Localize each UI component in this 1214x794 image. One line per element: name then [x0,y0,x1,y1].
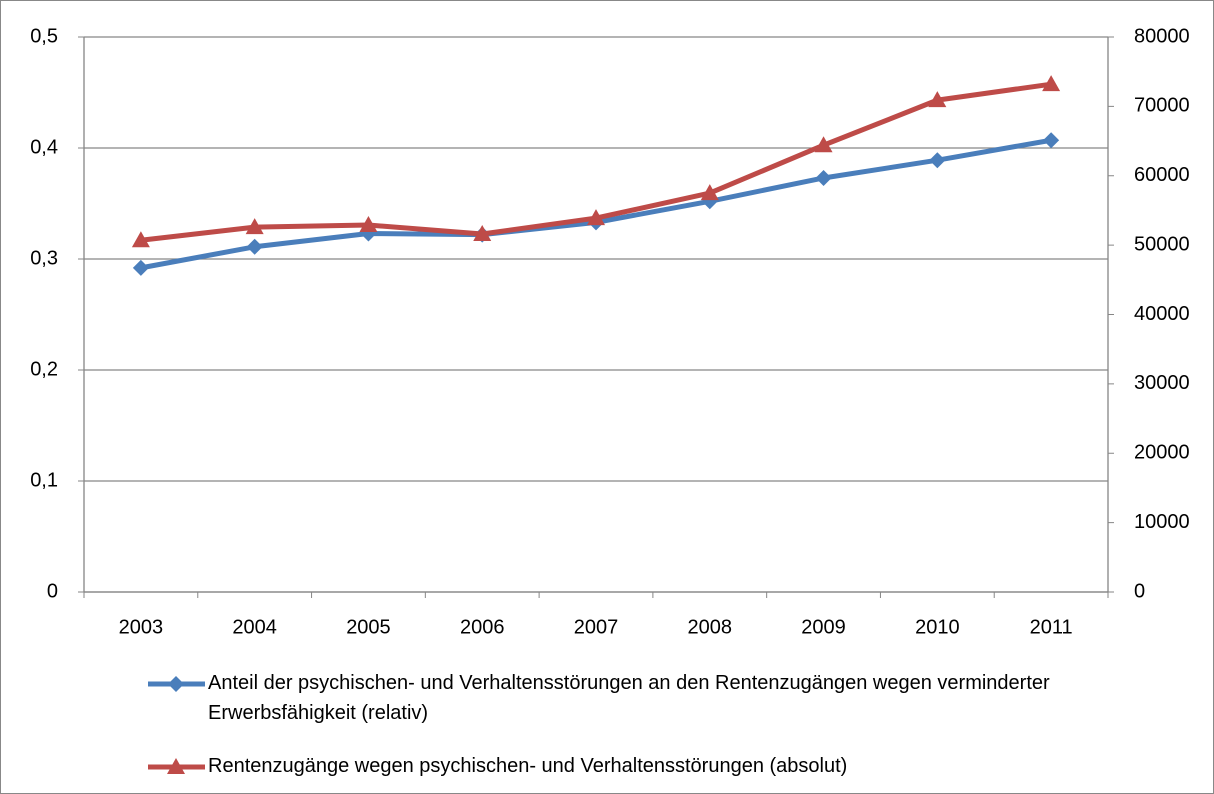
x-tick-label: 2004 [232,616,277,638]
legend-label: Anteil der psychischen- und Verhaltensst… [208,672,1050,724]
data-point [814,136,833,153]
y2-tick-label: 50000 [1134,233,1190,255]
data-point [815,169,832,186]
y-tick-label: 0,2 [30,358,58,380]
x-tick-label: 2005 [346,616,391,638]
y-tick-label: 0,4 [30,136,58,158]
data-point [473,225,492,242]
legend-marker [168,676,184,692]
x-tick-label: 2009 [801,616,846,638]
data-point [359,216,378,233]
x-tick-label: 2010 [915,616,960,638]
legend-label: Rentenzugänge wegen psychischen- und Ver… [208,755,848,777]
y2-tick-label: 10000 [1134,511,1190,533]
x-tick-label: 2011 [1030,616,1073,638]
data-point [587,209,605,226]
y2-tick-label: 70000 [1134,95,1190,117]
data-point [1042,75,1061,92]
data-point [246,238,263,255]
x-tick-label: 2006 [460,616,505,638]
y-tick-label: 0,5 [30,25,58,47]
data-point [929,152,946,169]
y2-tick-label: 20000 [1134,442,1190,464]
data-point [132,259,149,276]
data-point [928,91,947,108]
y-tick-label: 0,3 [30,247,58,269]
y-tick-label: 0 [47,580,58,602]
data-point [245,218,264,235]
data-point [1043,132,1060,149]
y-tick-label: 0,1 [30,469,58,491]
y2-tick-label: 0 [1134,580,1145,602]
y2-tick-label: 80000 [1134,25,1190,47]
x-tick-label: 2003 [119,616,164,638]
x-tick-label: 2008 [688,616,733,638]
y2-tick-label: 60000 [1134,164,1190,186]
data-point [700,184,719,201]
x-tick-label: 2007 [574,616,619,638]
y2-tick-label: 30000 [1134,372,1190,394]
legend-marker [167,758,185,774]
y2-tick-label: 40000 [1134,303,1190,325]
data-point [131,231,150,248]
